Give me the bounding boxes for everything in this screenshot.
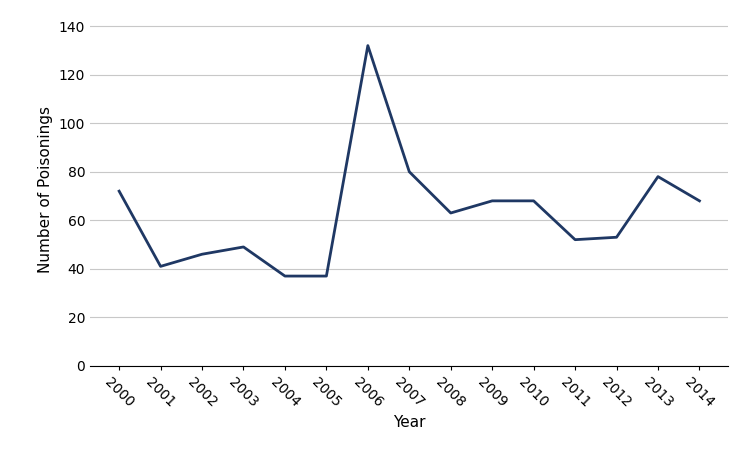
X-axis label: Year: Year (393, 415, 426, 430)
Y-axis label: Number of Poisonings: Number of Poisonings (38, 106, 53, 273)
